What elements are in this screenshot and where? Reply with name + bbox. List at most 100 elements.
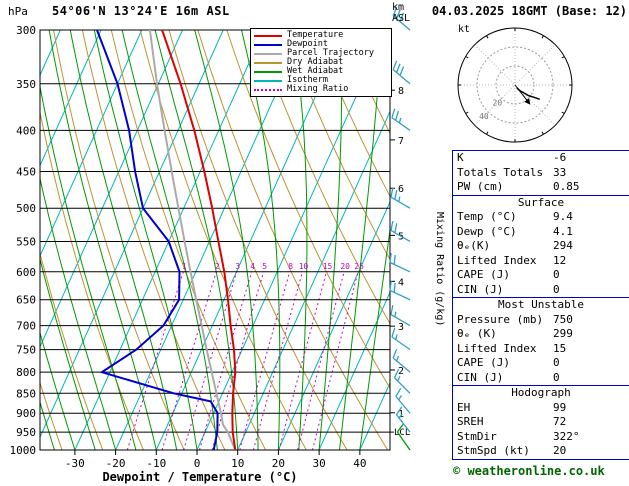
km-tick-label: 8 [398, 86, 404, 97]
wind-barb [389, 280, 411, 301]
mixing-ratio-value-label: 2 [215, 262, 220, 271]
pressure-tick-label: 750 [16, 344, 36, 357]
hodograph-tick [541, 35, 544, 39]
table-row: Lifted Index 12 [453, 254, 629, 269]
index-value: 99 [553, 400, 567, 414]
km-tick-label: 7 [398, 136, 404, 147]
pressure-tick-label: 850 [16, 387, 36, 400]
x-axis-title: Dewpoint / Temperature (°C) [102, 470, 297, 484]
table-row: CAPE (J) 0 [453, 268, 629, 283]
mixing-ratio-value-label: 1 [182, 262, 187, 271]
legend-label: Dry Adiabat [287, 57, 344, 67]
index-label: K [457, 151, 464, 164]
index-value: 0 [553, 370, 560, 384]
wind-barb [395, 387, 411, 414]
datetime-label: 04.03.2025 18GMT (Base: 12) [431, 4, 627, 18]
table-row: Temp (°C) 9.4 [453, 210, 629, 225]
altitude-unit-km: km [392, 2, 405, 13]
index-label: StmDir [457, 429, 497, 443]
legend-line-sample [254, 61, 282, 64]
legend-line-sample [254, 88, 282, 91]
temp-tick-label: 0 [194, 457, 201, 470]
legend: Temperature Dewpoint Parcel Trajectory Dry … [250, 28, 392, 97]
index-value: 15 [553, 341, 567, 355]
pressure-tick-label: 500 [16, 202, 36, 215]
mixing-ratio-labels: 1 2 3 4 5 8 10 15 20 25 [182, 262, 364, 271]
parcel-trajectory-curve [148, 30, 237, 450]
table-row: Totals Totals 33 [453, 166, 629, 181]
mixing-ratio-value-label: 15 [323, 262, 333, 271]
hodograph-unit-label: kt [458, 24, 471, 35]
mixing-ratio-value-label: 25 [354, 262, 364, 271]
temp-tick-label: -30 [65, 457, 85, 470]
hodograph-tick [541, 131, 544, 135]
table-row: CIN (J) 0 [453, 371, 629, 386]
table-section-header: Hodograph [511, 386, 571, 399]
pressure-tick-label: 950 [16, 426, 36, 439]
hodograph-ring-label: 20 [493, 99, 503, 108]
plot-border [39, 29, 391, 451]
index-label: θₑ (K) [457, 327, 497, 340]
mixing-ratio-value-label: 4 [250, 262, 255, 271]
copyright-link[interactable]: © weatheronline.co.uk [453, 464, 605, 478]
temperature-curve [161, 30, 237, 450]
km-tick-label: 1 [398, 409, 404, 420]
index-label: Totals Totals [457, 165, 544, 179]
wind-barb [392, 6, 411, 31]
legend-item: Wet Adiabat [254, 67, 388, 76]
temp-tick-label: 20 [272, 457, 285, 470]
table-row: Pressure (mb) 750 [453, 313, 629, 328]
index-label: Temp (°C) [457, 210, 517, 223]
index-value: 750 [553, 312, 573, 326]
km-axis: 12345678LCL [390, 86, 410, 438]
wind-barb [391, 327, 411, 351]
table-section: Hodograph EH 99 SREH 72 StmDir 322° StmSpd (kt)… [453, 385, 629, 459]
hodograph-wind-trace [516, 87, 540, 101]
hodograph-ring-20kt [495, 65, 535, 105]
index-label: CIN (J) [457, 282, 504, 296]
index-label: Lifted Index [457, 253, 537, 267]
legend-label: Parcel Trajectory [287, 48, 374, 58]
table-row: SREH 72 [453, 415, 629, 430]
table-row: K -6 [453, 151, 629, 166]
index-label: Pressure (mb) [457, 312, 544, 326]
index-value: 4.1 [553, 224, 573, 238]
wind-barb [390, 187, 411, 209]
legend-line-sample [254, 34, 282, 37]
table-row: θₑ(K) 294 [453, 239, 629, 254]
altitude-unit-label: km ASL [392, 2, 410, 24]
km-tick-label: 2 [398, 366, 404, 377]
wind-barb [390, 305, 411, 327]
storm-motion-vector [514, 84, 528, 101]
altitude-unit-asl: ASL [392, 13, 411, 24]
pressure-tick-label: 700 [16, 320, 36, 333]
wind-barb [392, 348, 411, 373]
table-row: θₑ (K) 299 [453, 327, 629, 342]
index-value: 9.4 [553, 210, 573, 223]
wind-barb [391, 108, 411, 131]
legend-label: Temperature [287, 30, 344, 40]
index-value: 299 [553, 327, 573, 340]
temp-tick-label: 10 [231, 457, 244, 470]
dewpoint-curve [96, 30, 219, 450]
mixing-ratio-axis-title: Mixing Ratio (g/kg) [434, 212, 445, 326]
index-label: CAPE (J) [457, 268, 510, 281]
legend-line-sample [254, 43, 282, 46]
legend-label: Mixing Ratio [287, 84, 349, 94]
mixing-ratio-value-label: 8 [288, 262, 293, 271]
legend-item: Temperature [254, 31, 388, 40]
indices-table: K -6 Totals Totals 33 PW (cm) 0.85 Surface Temp… [452, 150, 629, 460]
pressure-tick-label: 650 [16, 294, 36, 307]
pressure-tick-label: 800 [16, 366, 36, 379]
pressure-tick-label: 300 [16, 24, 36, 37]
pressure-tick-label: 400 [16, 124, 36, 137]
index-label: PW (cm) [457, 180, 504, 193]
table-row: StmDir 322° [453, 430, 629, 445]
wind-barb [396, 423, 411, 451]
mixing-ratio-value-label: 3 [235, 262, 240, 271]
wind-barb [392, 60, 411, 85]
hodograph-ring-label: 40 [479, 112, 489, 121]
table-row: Lifted Index 15 [453, 342, 629, 357]
